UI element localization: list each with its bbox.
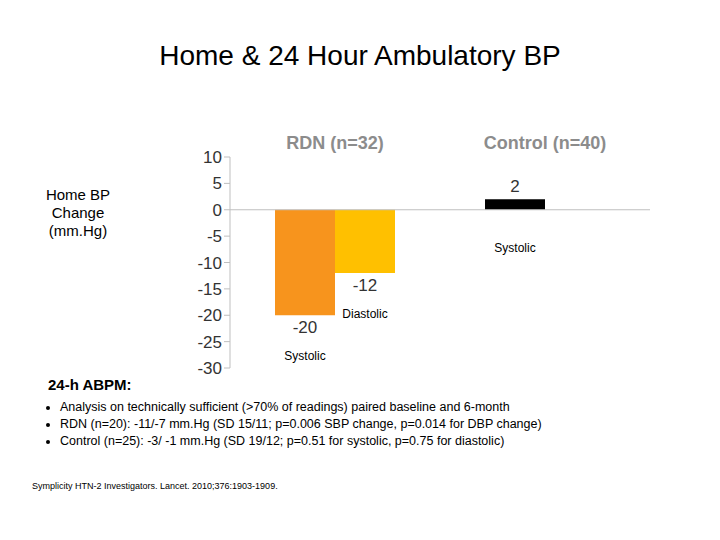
svg-text:0: 0 — [213, 201, 222, 220]
html-text:Home BP Change (mm.Hg): Home BP Change (mm.Hg) — [45, 186, 111, 239]
svg-text:-15: -15 — [197, 280, 222, 299]
html-text:Analysis on technically suffic: Analysis on technically sufficient (>70%… — [60, 400, 510, 414]
svg-text:RDN (n=32): RDN (n=32) — [286, 133, 384, 153]
html-text:Home & 24 Hour Ambulatory BP: Home & 24 Hour Ambulatory BP — [159, 40, 561, 71]
html-text:24-h ABPM:: 24-h ABPM: — [48, 376, 132, 393]
html-text:RDN (n=20): -11/-7 mm.Hg (SD 1: RDN (n=20): -11/-7 mm.Hg (SD 15/11; p=0.… — [60, 417, 542, 431]
html-text:Control (n=25): -3/ -1 mm.Hg (: Control (n=25): -3/ -1 mm.Hg (SD 19/12; … — [60, 434, 505, 448]
svg-text:10: 10 — [203, 148, 222, 167]
svg-text:-20: -20 — [293, 318, 318, 337]
svg-text:-5: -5 — [207, 227, 222, 246]
svg-text:2: 2 — [510, 177, 519, 196]
svg-text:-25: -25 — [197, 333, 222, 352]
svg-text:-20: -20 — [197, 306, 222, 325]
svg-text:Control (n=40): Control (n=40) — [484, 133, 607, 153]
svg-text:Diastolic: Diastolic — [342, 307, 387, 321]
html-text:Symplicity HTN-2 Investigators: Symplicity HTN-2 Investigators. Lancet. … — [32, 481, 278, 491]
svg-text:Systolic: Systolic — [284, 349, 325, 363]
svg-text:-30: -30 — [197, 359, 222, 378]
svg-text:Systolic: Systolic — [494, 241, 535, 255]
svg-text:-10: -10 — [197, 254, 222, 273]
svg-text:-12: -12 — [353, 276, 378, 295]
svg-text:5: 5 — [213, 174, 222, 193]
